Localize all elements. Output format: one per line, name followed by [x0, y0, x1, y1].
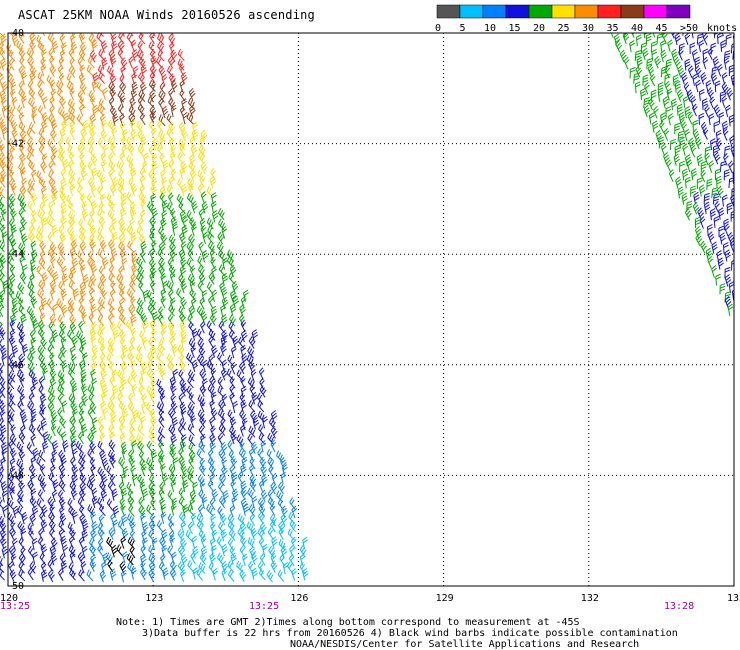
lon-label: 129 [436, 593, 454, 604]
lat-label: -40 [6, 28, 24, 39]
wind-speed-colorbar: 0 5 10 15 20 25 30 35 40 45 >50 knots [435, 4, 737, 34]
lat-label: -42 [6, 139, 24, 150]
colorbar-swatch [551, 4, 576, 19]
colorbar-swatch [666, 4, 691, 19]
colorbar-tick: 45 [656, 23, 668, 34]
colorbar-tick: 0 [435, 23, 441, 34]
colorbar-tick: 35 [607, 23, 619, 34]
lat-label: -50 [6, 581, 24, 592]
colorbar-tick: 5 [460, 23, 466, 34]
map-title: ASCAT 25KM NOAA Winds 20160526 ascending [18, 8, 315, 22]
lat-label: -46 [6, 360, 24, 371]
colorbar-swatch [620, 4, 645, 19]
lat-label: -48 [6, 470, 24, 481]
colorbar-swatch [482, 4, 507, 19]
note-line-2: 3)Data buffer is 22 hrs from 20160526 4)… [142, 628, 678, 639]
pass-time: 13:25 [0, 601, 30, 612]
colorbar-swatch [459, 4, 484, 19]
colorbar-tick: 15 [509, 23, 521, 34]
lat-lon-grid [8, 33, 734, 586]
colorbar-swatch [597, 4, 622, 19]
colorbar-swatch [643, 4, 668, 19]
lon-label: 120 [0, 593, 18, 604]
wind-barbs [0, 33, 734, 583]
lon-label: 123 [145, 593, 163, 604]
colorbar-swatch [574, 4, 599, 19]
lon-label: 135 [727, 593, 740, 604]
colorbar-tick: 10 [484, 23, 496, 34]
colorbar-swatch [436, 4, 461, 19]
pass-time: 13:25 [249, 601, 279, 612]
colorbar-swatch [505, 4, 530, 19]
lon-label: 132 [581, 593, 599, 604]
lon-label: 126 [290, 593, 308, 604]
map-frame [7, 32, 735, 587]
colorbar-tick: 25 [558, 23, 570, 34]
colorbar-tick: 20 [533, 23, 545, 34]
colorbar-tick: 40 [631, 23, 643, 34]
note-line-3: NOAA/NESDIS/Center for Satellite Applica… [290, 639, 640, 650]
colorbar-unit: knots [707, 23, 737, 34]
note-line-1: Note: 1) Times are GMT 2)Times along bot… [116, 617, 580, 628]
lat-label: -44 [6, 249, 24, 260]
colorbar-tick: >50 [680, 23, 698, 34]
colorbar-tick: 30 [582, 23, 594, 34]
pass-time: 13:28 [664, 601, 694, 612]
colorbar-swatch [528, 4, 553, 19]
